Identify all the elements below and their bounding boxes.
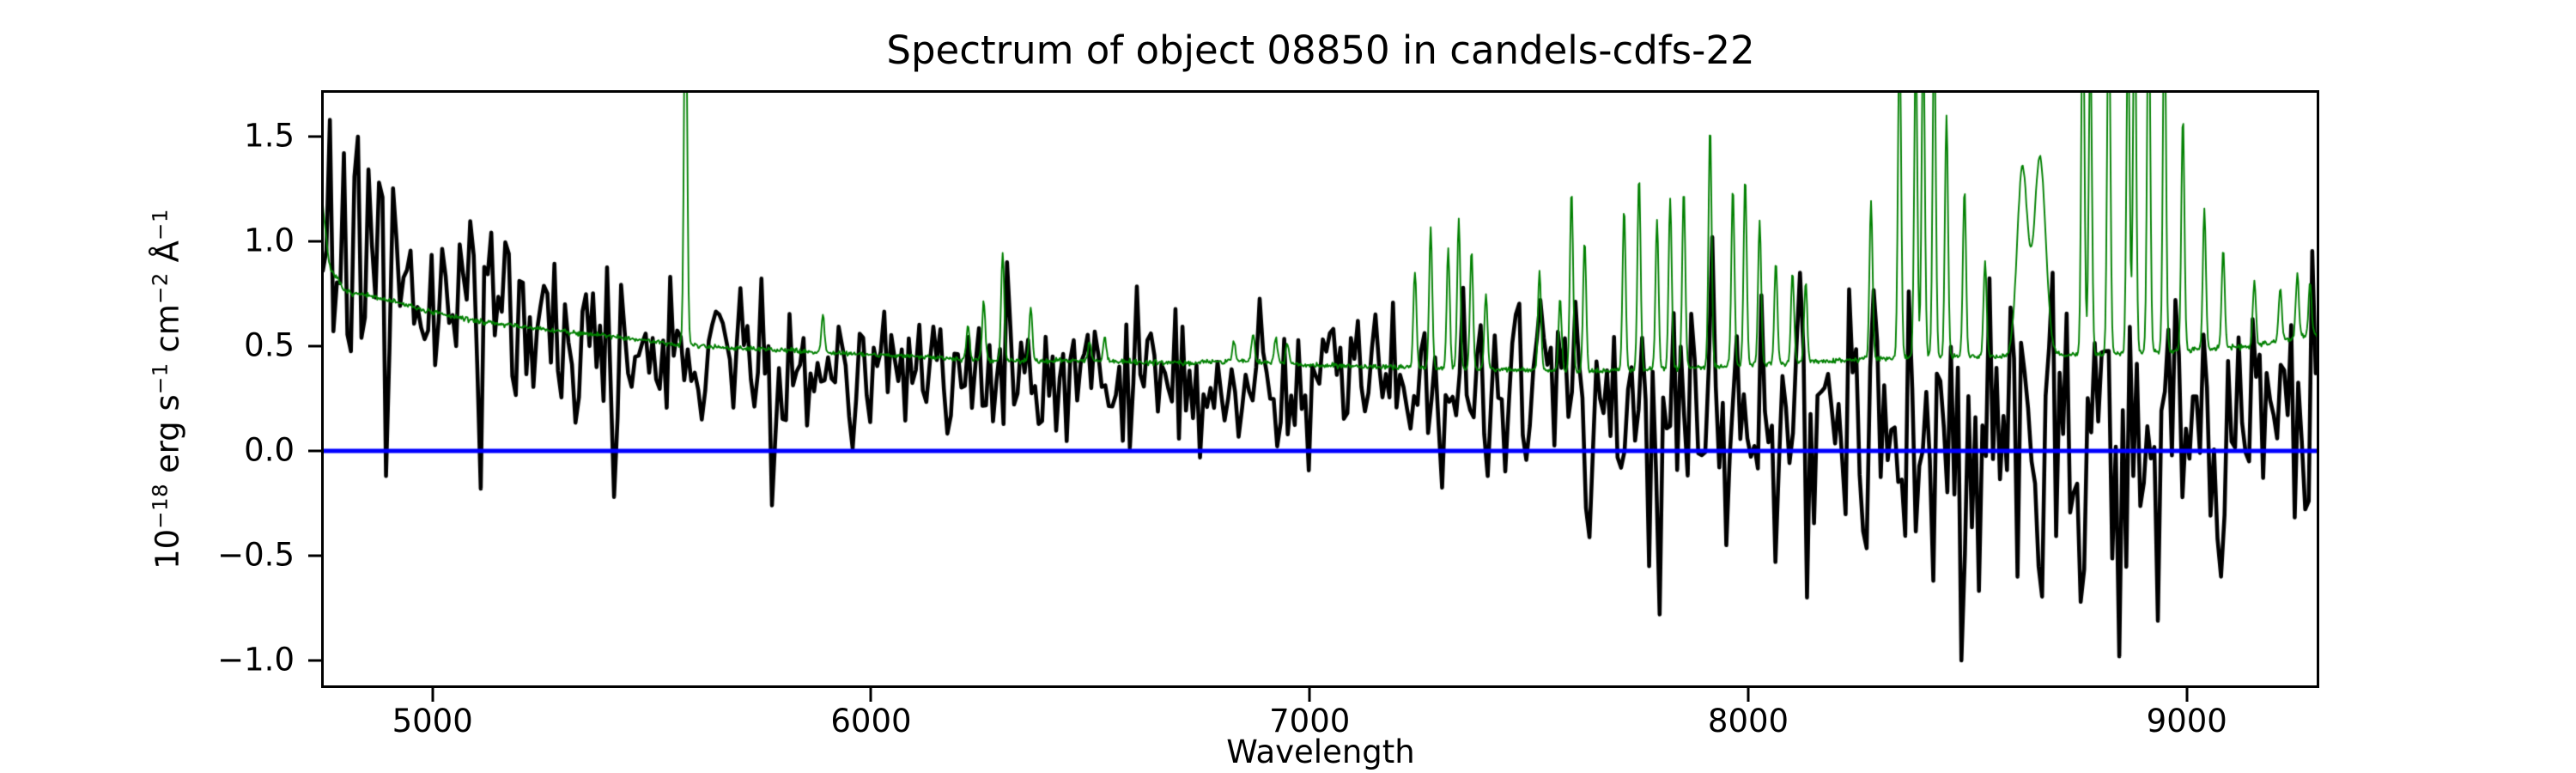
y-axis-label-part: −18: [147, 483, 173, 529]
y-tick-mark: [308, 135, 322, 138]
x-tick-mark: [2185, 688, 2189, 702]
x-axis-label: Wavelength: [1226, 733, 1415, 770]
y-tick-label: 0.5: [244, 326, 295, 364]
y-axis-label-part: −1: [147, 362, 173, 395]
y-tick-mark: [308, 554, 322, 557]
y-tick-label: 0.0: [244, 431, 295, 469]
x-tick-label: 6000: [830, 703, 912, 740]
x-tick-mark: [869, 688, 872, 702]
x-tick-mark: [1308, 688, 1311, 702]
y-axis-label-part: −1: [147, 209, 173, 241]
x-tick-mark: [431, 688, 434, 702]
y-axis-label: 10−18 erg s−1 cm−2 Å−1: [147, 209, 186, 569]
y-tick-label: −0.5: [217, 536, 295, 574]
y-tick-label: 1.0: [244, 222, 295, 259]
y-tick-mark: [308, 344, 322, 348]
y-axis-label-part: 10: [149, 528, 186, 569]
plot-title: Spectrum of object 08850 in candels-cdfs…: [886, 27, 1755, 73]
x-tick-label: 5000: [392, 703, 473, 740]
y-axis-label-part: Å: [149, 240, 186, 273]
y-axis-label-part: −2: [147, 272, 173, 305]
x-tick-mark: [1747, 688, 1750, 702]
x-tick-label: 9000: [2146, 703, 2227, 740]
y-tick-mark: [308, 659, 322, 662]
y-tick-label: −1.0: [217, 641, 295, 679]
y-tick-mark: [308, 449, 322, 453]
x-tick-label: 7000: [1269, 703, 1351, 740]
y-tick-label: 1.5: [244, 117, 295, 155]
x-tick-label: 8000: [1707, 703, 1789, 740]
y-axis-label-part: cm: [149, 304, 186, 363]
y-axis-label-part: erg s: [149, 394, 186, 484]
y-tick-mark: [308, 240, 322, 243]
